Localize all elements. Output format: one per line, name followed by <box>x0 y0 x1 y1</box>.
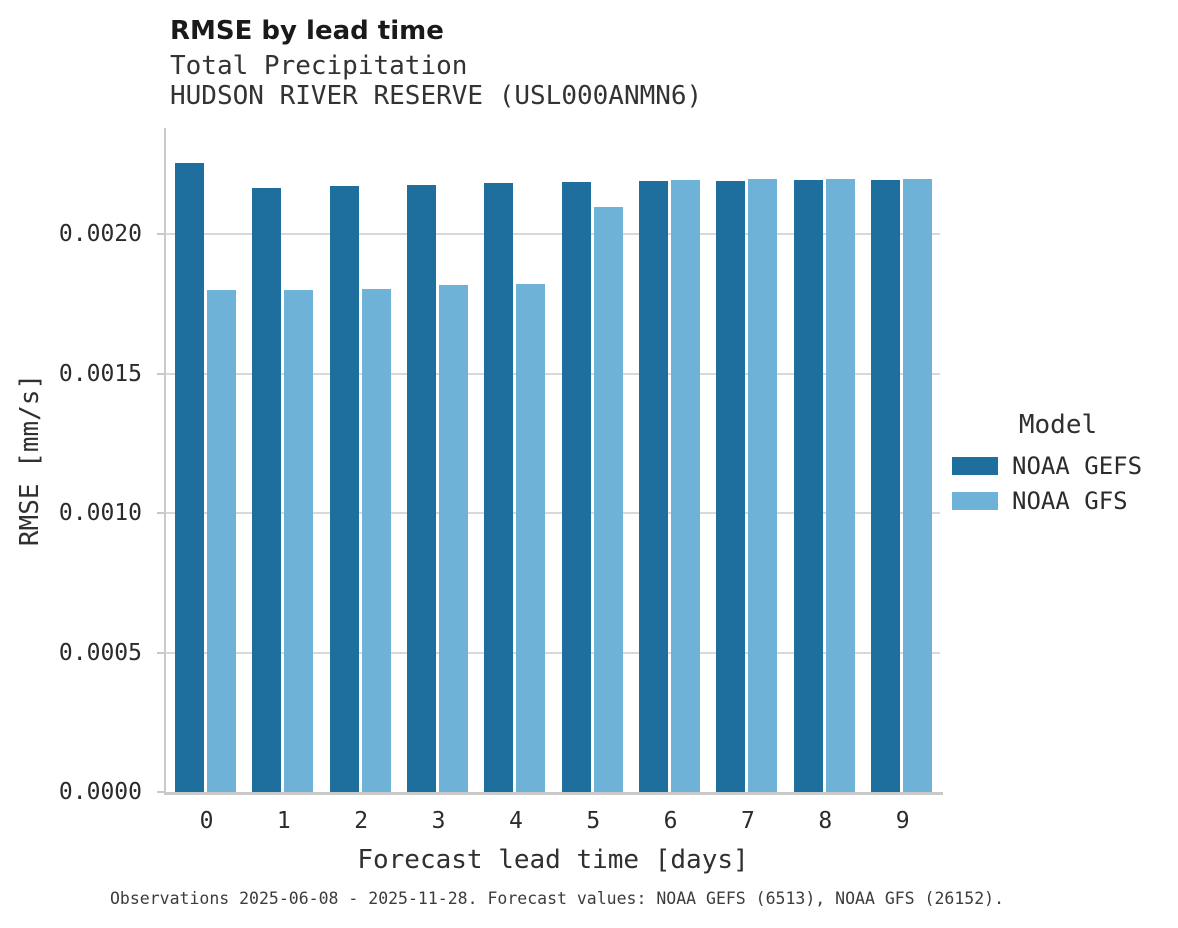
x-tick-label-1: 1 <box>276 808 291 834</box>
bar-lead0-noaa-gefs <box>175 163 204 792</box>
legend-entry-noaa-gfs: NOAA GFS <box>952 486 1164 515</box>
x-axis-baseline <box>164 792 943 795</box>
x-tick-label-2: 2 <box>354 808 369 834</box>
x-tick-label-6: 6 <box>663 808 678 834</box>
y-tick-0.0020 <box>157 233 164 236</box>
bar-lead2-noaa-gefs <box>329 186 359 792</box>
bar-lead1-noaa-gefs <box>252 188 282 792</box>
x-tick-label-8: 8 <box>818 808 833 834</box>
legend-title: Model <box>1018 410 1098 440</box>
bar-lead4-noaa-gfs <box>516 284 546 792</box>
y-axis-domain-line <box>164 128 166 792</box>
legend-label-noaa-gfs: NOAA GFS <box>1012 486 1128 515</box>
legend-swatch-noaa-gefs-icon <box>952 456 998 475</box>
x-tick-label-0: 0 <box>199 808 214 834</box>
chart-subtitle-variable: Total Precipitation <box>170 51 468 81</box>
gridline-y-0.0005 <box>166 651 940 654</box>
bar-lead8-noaa-gefs <box>793 180 823 792</box>
y-tick-label-0.0015: 0.0015 <box>58 360 142 387</box>
bar-lead2-noaa-gfs <box>361 289 391 792</box>
legend: Model NOAA GEFS NOAA GFS <box>952 410 1164 515</box>
bar-lead1-noaa-gfs <box>284 290 314 792</box>
y-tick-label-0.0010: 0.0010 <box>58 500 142 527</box>
legend-swatch-noaa-gfs-icon <box>952 491 998 510</box>
x-tick-label-5: 5 <box>586 808 601 834</box>
gridline-y-0.0015 <box>166 372 940 375</box>
y-tick-label-0.0020: 0.0020 <box>58 221 142 248</box>
bar-lead0-noaa-gfs <box>207 290 236 792</box>
chart-subtitle-station: HUDSON RIVER RESERVE (USL000ANMN6) <box>170 81 703 111</box>
x-tick-label-4: 4 <box>508 808 523 834</box>
bar-lead5-noaa-gefs <box>561 182 591 792</box>
bar-lead5-noaa-gfs <box>593 207 623 792</box>
legend-entry-noaa-gefs: NOAA GEFS <box>952 451 1164 480</box>
y-tick-0.0005 <box>157 651 164 654</box>
legend-label-noaa-gefs: NOAA GEFS <box>1012 451 1143 480</box>
bar-lead4-noaa-gefs <box>484 183 514 792</box>
y-tick-label-0.0000: 0.0000 <box>58 779 142 805</box>
bar-lead3-noaa-gefs <box>407 185 437 792</box>
bar-lead9-noaa-gefs <box>871 180 901 792</box>
x-tick-label-9: 9 <box>895 808 910 834</box>
bar-lead8-noaa-gfs <box>825 179 855 792</box>
bar-lead3-noaa-gfs <box>439 285 469 792</box>
x-axis-title: Forecast lead time [days] <box>357 845 749 875</box>
bar-lead9-noaa-gfs <box>903 179 933 792</box>
plot-area <box>157 128 943 795</box>
chart-title: RMSE by lead time <box>170 16 444 46</box>
gridline-y-0.0020 <box>166 233 940 236</box>
x-tick-label-3: 3 <box>431 808 446 834</box>
bar-lead7-noaa-gfs <box>748 179 778 792</box>
y-tick-label-0.0005: 0.0005 <box>58 639 142 666</box>
y-tick-0.0015 <box>157 372 164 375</box>
gridline-y-0.0010 <box>166 512 940 515</box>
bar-lead7-noaa-gefs <box>716 181 746 792</box>
x-tick-label-7: 7 <box>741 808 755 834</box>
y-tick-0.0000 <box>157 791 164 793</box>
bar-lead6-noaa-gefs <box>639 181 669 792</box>
y-tick-0.0010 <box>157 512 164 515</box>
bar-lead6-noaa-gfs <box>671 180 701 792</box>
footer-caption: Observations 2025-06-08 - 2025-11-28. Fo… <box>109 889 1005 908</box>
